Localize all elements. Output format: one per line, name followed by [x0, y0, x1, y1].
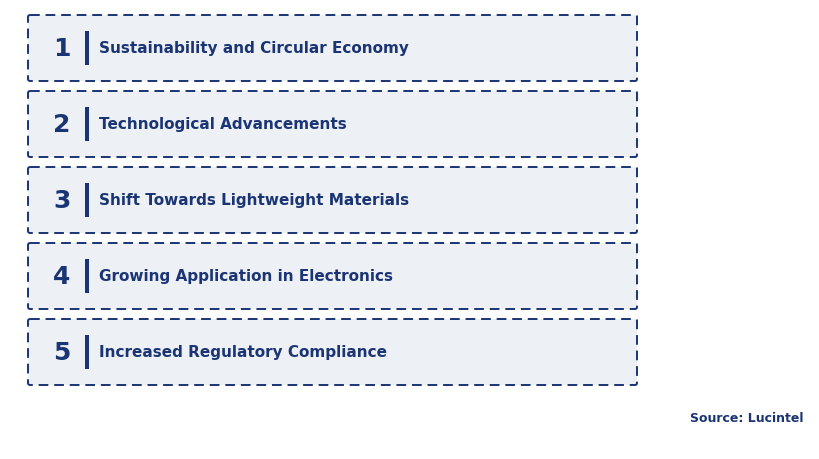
FancyBboxPatch shape — [28, 319, 637, 385]
Text: Shift Towards Lightweight Materials: Shift Towards Lightweight Materials — [99, 193, 410, 208]
Text: Sustainability and Circular Economy: Sustainability and Circular Economy — [99, 41, 409, 56]
Text: Growing Application in Electronics: Growing Application in Electronics — [99, 269, 393, 284]
Text: Increased Regulatory Compliance: Increased Regulatory Compliance — [99, 345, 387, 360]
FancyBboxPatch shape — [85, 335, 89, 369]
Text: 5: 5 — [53, 340, 70, 364]
FancyBboxPatch shape — [85, 259, 89, 294]
Text: Technological Advancements: Technological Advancements — [99, 117, 346, 132]
Text: 2: 2 — [53, 113, 70, 137]
FancyBboxPatch shape — [85, 183, 89, 218]
FancyBboxPatch shape — [28, 16, 637, 82]
FancyBboxPatch shape — [85, 32, 89, 66]
FancyBboxPatch shape — [28, 168, 637, 234]
Text: Source: Lucintel: Source: Lucintel — [690, 411, 804, 424]
Text: 4: 4 — [53, 264, 70, 288]
FancyBboxPatch shape — [28, 243, 637, 309]
Text: 3: 3 — [53, 189, 70, 213]
FancyBboxPatch shape — [28, 92, 637, 157]
FancyBboxPatch shape — [85, 107, 89, 142]
Text: 1: 1 — [53, 37, 70, 61]
